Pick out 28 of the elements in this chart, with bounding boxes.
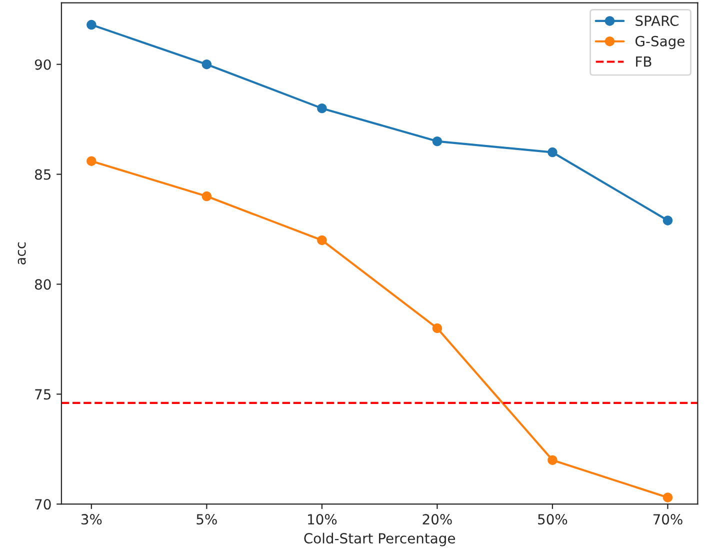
legend-label: FB	[636, 56, 652, 67]
x-tick-label: 20%	[422, 514, 452, 525]
point	[548, 147, 558, 158]
point	[432, 323, 442, 334]
legend-label: G-Sage	[636, 36, 684, 50]
point	[432, 136, 442, 146]
y-tick-label: 70	[35, 499, 51, 510]
point	[548, 455, 558, 465]
x-axis-title: Cold-Start Percentage	[304, 532, 456, 546]
y-tick-label: 80	[35, 279, 51, 290]
x-tick-label: 10%	[308, 514, 337, 525]
legend-label: SPARC	[636, 16, 678, 26]
point	[317, 103, 327, 114]
y-tick-label: 85	[35, 169, 51, 180]
point	[86, 20, 96, 30]
y-axis-title: acc	[18, 242, 26, 264]
point	[317, 235, 327, 246]
y-tick-label: 75	[35, 389, 51, 400]
x-tick-label: 70%	[653, 514, 682, 525]
x-tick-label: 50%	[538, 514, 568, 525]
x-tick-label: 3%	[81, 514, 102, 525]
point	[202, 191, 212, 202]
point	[86, 156, 96, 166]
y-tick-label: 90	[34, 59, 51, 70]
point	[662, 216, 673, 226]
x-tick-label: 5%	[196, 514, 217, 525]
point	[662, 492, 673, 502]
point	[202, 59, 212, 70]
